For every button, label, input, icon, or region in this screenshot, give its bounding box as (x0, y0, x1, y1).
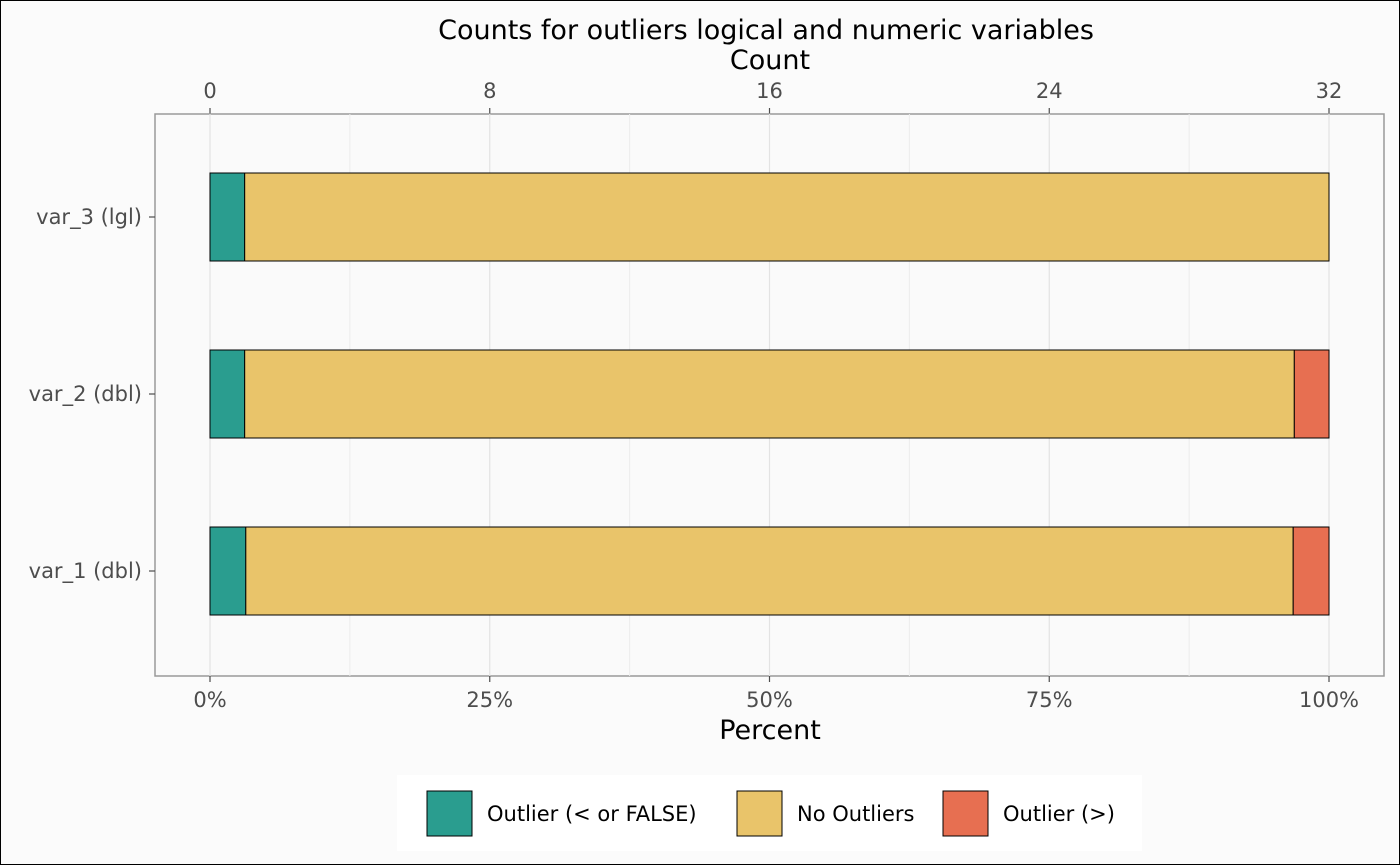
bar-segment (244, 172, 1330, 262)
legend-label: No Outliers (797, 802, 914, 826)
secondary-tick-label: 32 (1316, 79, 1343, 103)
bar-segment (209, 526, 247, 616)
legend-label: Outlier (>) (1003, 802, 1115, 826)
bar-segment (244, 349, 1295, 439)
y-tick-label: var_3 (lgl) (36, 205, 142, 230)
x-axis-title: Percent (719, 715, 821, 746)
secondary-tick-label: 24 (1036, 79, 1063, 103)
x-tick-label: 75% (1026, 688, 1073, 712)
x-tick-label: 25% (466, 688, 513, 712)
x-axis-ticks: 0% 25% 50% 75% 100% (193, 676, 1359, 712)
bar-segment (1293, 349, 1330, 439)
secondary-axis-ticks: 0 8 16 24 32 (203, 79, 1342, 114)
legend-key (736, 790, 783, 837)
legend: Outlier (< or FALSE) No Outliers Outlier (… (426, 790, 1115, 837)
bar-segment (209, 172, 246, 262)
y-axis-ticks: var_3 (lgl) var_2 (dbl) var_1 (dbl) (29, 205, 155, 584)
bar-segment (245, 526, 1294, 616)
x-tick-label: 0% (193, 688, 226, 712)
legend-key (426, 790, 473, 837)
secondary-tick-label: 8 (483, 79, 496, 103)
secondary-axis-title: Count (730, 45, 810, 76)
y-tick-label: var_2 (dbl) (29, 382, 142, 407)
secondary-tick-label: 16 (756, 79, 783, 103)
bar-segment (209, 349, 246, 439)
legend-key (942, 790, 989, 837)
bars (209, 172, 1330, 616)
x-tick-label: 100% (1299, 688, 1359, 712)
y-tick-label: var_1 (dbl) (29, 559, 142, 584)
secondary-tick-label: 0 (203, 79, 216, 103)
legend-label: Outlier (< or FALSE) (487, 802, 697, 826)
chart-title: Counts for outliers logical and numeric … (438, 15, 1094, 46)
x-tick-label: 50% (746, 688, 793, 712)
bar-segment (1292, 526, 1330, 616)
